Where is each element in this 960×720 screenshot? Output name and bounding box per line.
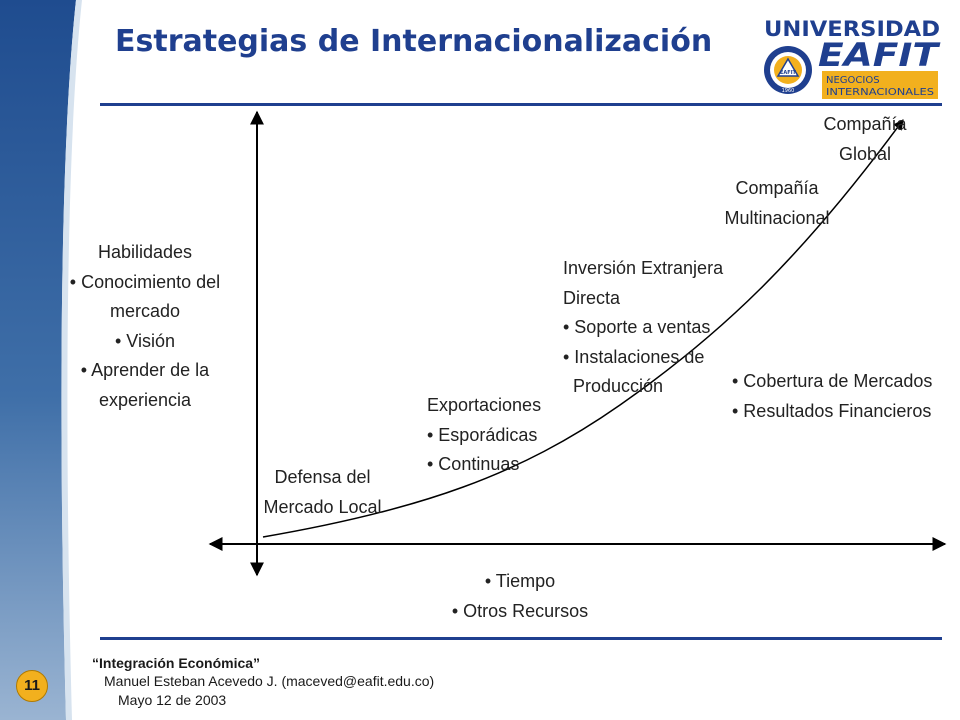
logo-seal-icon: EAFIT 1960 [764, 46, 812, 94]
logo-seal-text: EAFIT [780, 70, 797, 76]
resources-item: • Tiempo [484, 571, 556, 591]
skills-item: experiencia [98, 389, 192, 410]
skills-label: Habilidades • Conocimiento del mercado •… [55, 238, 235, 415]
resources-label: • Tiempo • Otros Recursos [430, 567, 610, 626]
skills-item: mercado [109, 301, 181, 321]
stage-exportaciones-line: Exportaciones [427, 395, 542, 415]
stage-inversion-line: • Instalaciones de [563, 346, 705, 367]
stage-inversion-line: Directa [563, 287, 621, 308]
skills-item: • Visión [114, 330, 175, 351]
skills-item: • Aprender de la [80, 360, 210, 380]
logo-eafit: EAFIT [818, 36, 941, 74]
stage-global-line: Global [838, 143, 892, 164]
stage-defensa-line: Defensa del [274, 467, 371, 487]
stage-exportaciones: Exportaciones • Esporádicas • Continuas [427, 391, 541, 480]
results-item: • Resultados Financieros [732, 400, 932, 421]
footer-author: Manuel Esteban Acevedo J. (maceved@eafit… [104, 673, 435, 689]
resources-item: • Otros Recursos [451, 600, 589, 621]
page-number-badge: 11 [16, 670, 48, 702]
logo-internacionales: INTERNACIONALES [826, 87, 934, 98]
stage-defensa-line: Mercado Local [263, 496, 382, 517]
stage-multinacional: Compañía Multinacional [707, 174, 847, 233]
stage-inversion-line: • Soporte a ventas [563, 317, 711, 337]
header-rule [100, 103, 942, 106]
stage-inversion-line: Inversión Extranjera [563, 258, 724, 278]
results-item: • Cobertura de Mercados [732, 371, 933, 391]
stage-defensa: Defensa del Mercado Local [250, 463, 395, 522]
stage-multinacional-line: Compañía [735, 178, 819, 198]
results-label: • Cobertura de Mercados • Resultados Fin… [732, 367, 932, 426]
logo-seal-year: 1960 [782, 88, 795, 94]
logo-negocios: NEGOCIOS [826, 75, 880, 86]
stage-exportaciones-line: • Continuas [427, 454, 520, 474]
stage-inversion-line: Producción [573, 376, 664, 396]
side-band [0, 0, 82, 720]
page-title: Estrategias de Internacionalización [115, 24, 713, 59]
growth-curve [262, 119, 904, 538]
logo-universidad: UNIVERSIDAD [764, 17, 940, 41]
stage-exportaciones-line: • Esporádicas [427, 424, 538, 445]
stage-global-line: Compañía [823, 114, 907, 134]
footer-rule [100, 637, 942, 640]
university-logo: UNIVERSIDAD EAFIT 1960 EAFIT NEGOCIOS IN… [760, 14, 942, 102]
stage-global: Compañía Global [805, 110, 925, 169]
stage-multinacional-line: Multinacional [724, 207, 830, 228]
skills-heading: Habilidades [97, 242, 193, 262]
skills-item: • Conocimiento del [69, 271, 221, 292]
stage-inversion: Inversión Extranjera Directa • Soporte a… [563, 254, 723, 402]
footer-course-title: “Integración Económica” [92, 655, 261, 671]
footer-date: Mayo 12 de 2003 [118, 692, 227, 708]
